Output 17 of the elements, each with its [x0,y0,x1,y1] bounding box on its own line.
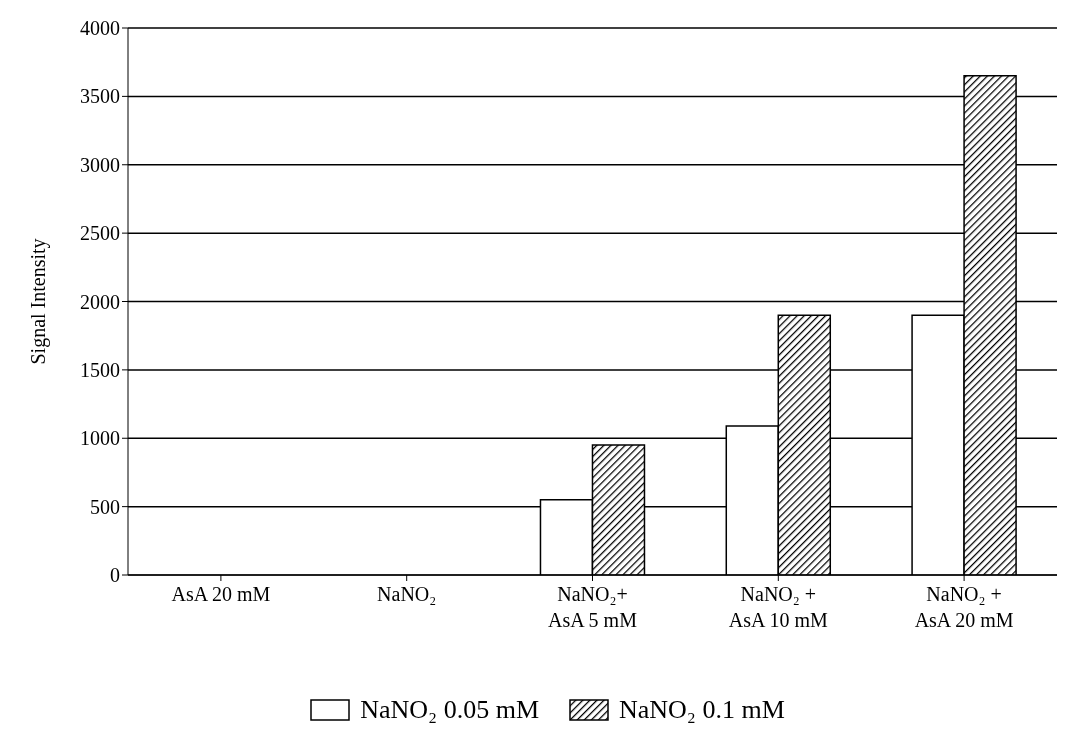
x-tick-label: NaNO₂ + AsA 10 mM [728,583,828,631]
x-tick-label: NaNO₂ [377,583,437,605]
y-tick-label: 1000 [80,427,120,450]
legend-label: NaNO₂ 0.1 mM [619,695,785,725]
x-tick-label: NaNO₂ + AsA 20 mM [914,583,1014,631]
y-tick-label: 4000 [80,17,120,40]
y-tick-label: 2000 [80,290,120,313]
y-axis-title: Signal Intensity [27,238,51,365]
x-tick-label: NaNO₂+ AsA 5 mM [548,583,638,631]
legend-label: NaNO₂ 0.05 mM [360,695,539,725]
y-tick-label: 3500 [80,85,120,108]
y-tick-label: 500 [90,495,120,518]
y-tick-label: 1500 [80,358,120,381]
y-tick-label: 0 [110,564,120,587]
x-tick-label: AsA 20 mM [171,583,271,605]
y-tick-label: 3000 [80,153,120,176]
y-tick-label: 2500 [80,222,120,245]
